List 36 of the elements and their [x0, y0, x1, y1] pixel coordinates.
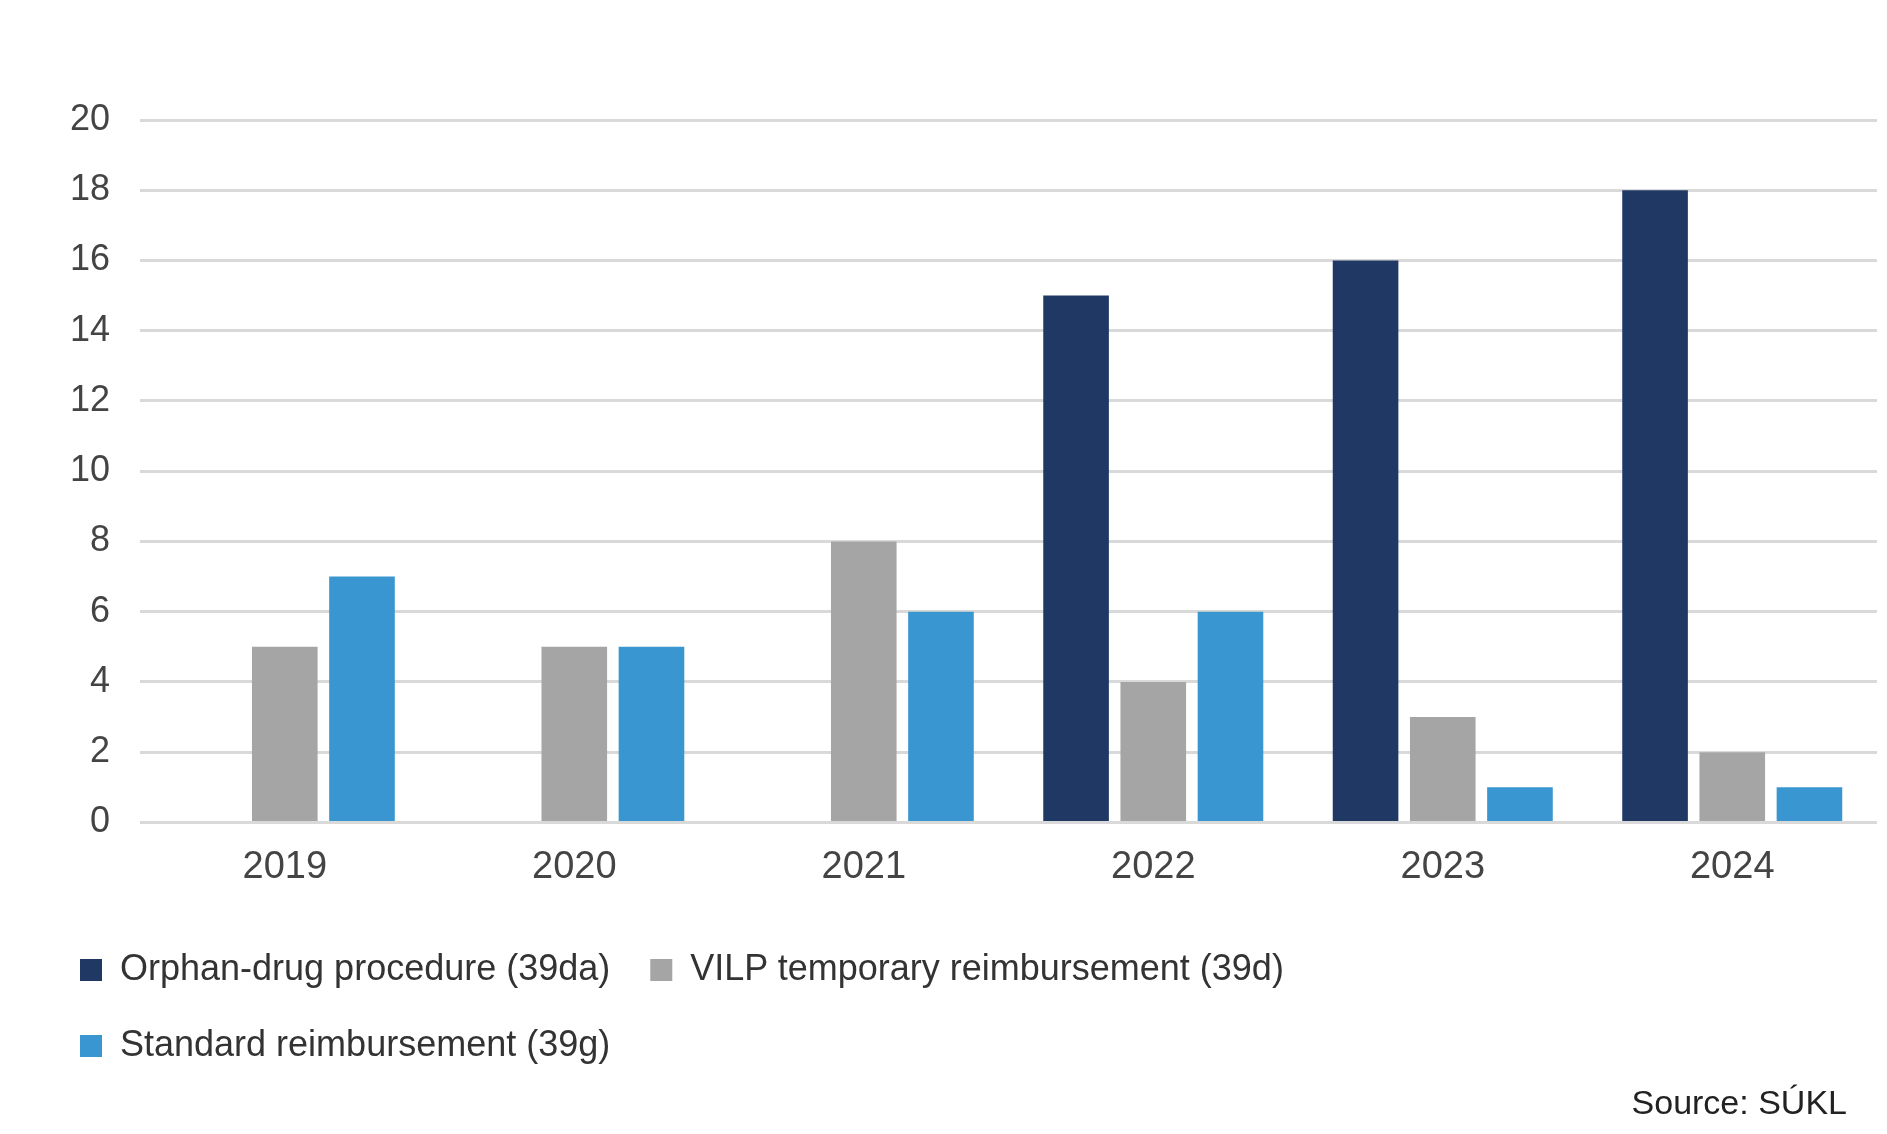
- y-tick-label: 14: [70, 307, 111, 349]
- x-tick-label: 2024: [1689, 843, 1775, 886]
- bar: [1487, 787, 1553, 821]
- bar: [1622, 190, 1688, 821]
- y-tick-label: 0: [90, 799, 111, 841]
- bar: [618, 646, 685, 821]
- bar: [251, 646, 318, 821]
- x-tick-label: 2020: [532, 843, 617, 886]
- bar: [830, 541, 897, 821]
- y-tick-label: 20: [70, 96, 111, 138]
- bar: [1409, 717, 1476, 821]
- y-tick-label: 6: [90, 588, 111, 630]
- bar: [1197, 611, 1264, 821]
- legend-label: Orphan-drug procedure (39da): [120, 946, 611, 988]
- bar: [1699, 752, 1766, 821]
- legend-label: VILP temporary reimbursement (39d): [690, 946, 1284, 988]
- y-tick-label: 18: [70, 167, 111, 209]
- x-tick-label: 2021: [821, 843, 907, 886]
- bar: [1332, 260, 1399, 821]
- x-tick-label: 2023: [1400, 843, 1486, 886]
- y-tick-label: 10: [70, 448, 111, 490]
- y-tick-label: 8: [90, 518, 111, 560]
- bar: [541, 646, 608, 821]
- bar: [1120, 681, 1187, 821]
- bar: [1776, 787, 1843, 821]
- bar: [908, 611, 974, 821]
- x-tick-label: 2022: [1110, 843, 1196, 886]
- y-tick-label: 16: [70, 237, 111, 279]
- y-tick-label: 2: [90, 729, 111, 771]
- legend-label: Standard reimbursement (39g): [120, 1022, 611, 1064]
- y-tick-label: 4: [90, 658, 111, 700]
- source-note: Source: SÚKL: [1631, 1083, 1847, 1122]
- bar: [1043, 295, 1109, 821]
- bar: [329, 576, 395, 821]
- x-tick-label: 2019: [242, 843, 328, 886]
- y-tick-label: 12: [70, 377, 111, 419]
